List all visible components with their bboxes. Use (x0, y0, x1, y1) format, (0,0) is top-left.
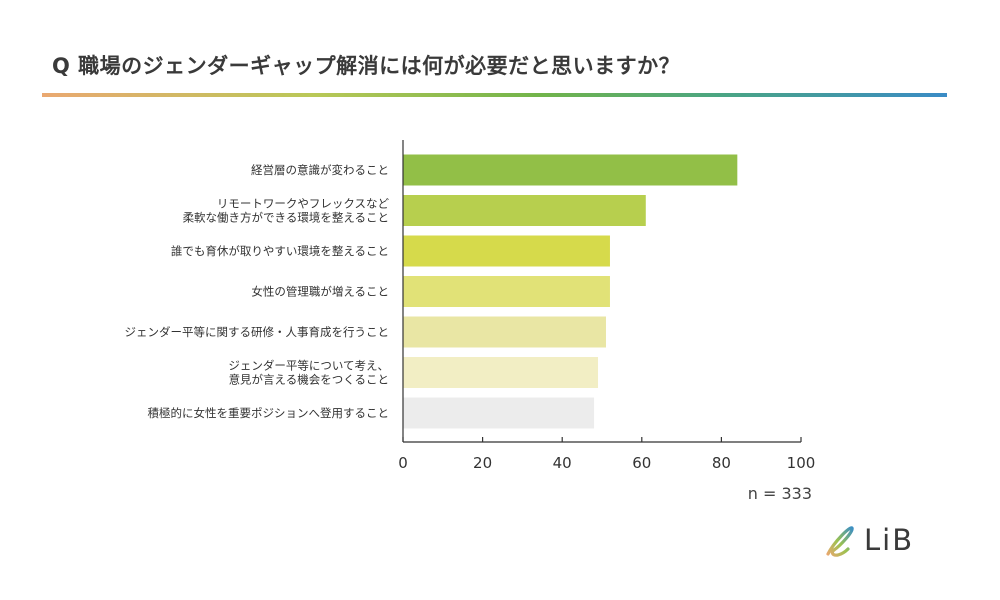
logo-wordmark: LiB (864, 523, 915, 557)
category-label: 意見が言える機会をつくること (229, 373, 389, 387)
category-label: 経営層の意識が変わること (251, 163, 389, 177)
bar-3 (403, 235, 610, 267)
category-label: 柔軟な働き方ができる環境を整えること (183, 211, 389, 225)
script-l-leaf-icon (826, 526, 854, 557)
bar-5 (403, 316, 606, 348)
category-label: 誰でも育休が取りやすい環境を整えること (171, 244, 389, 258)
x-tick-label: 0 (398, 454, 408, 472)
category-labels: 経営層の意識が変わることリモートワークやフレックスなど柔軟な働き方ができる環境を… (125, 163, 390, 420)
category-label: ジェンダー平等に関する研修・人事育成を行うこと (125, 325, 390, 339)
brand-logo: LiB (820, 520, 914, 560)
category-label: リモートワークやフレックスなど (217, 197, 390, 211)
bar-6 (403, 357, 599, 388)
category-label: 女性の管理職が増えること (251, 285, 389, 299)
x-tick-label: 40 (553, 454, 572, 472)
x-tick-label: 80 (712, 454, 731, 472)
category-label: 積極的に女性を重要ポジションへ登用すること (148, 406, 390, 420)
bar-1 (403, 154, 738, 186)
bars-group (403, 154, 738, 429)
category-label: ジェンダー平等について考え、 (228, 359, 389, 373)
bar-4 (403, 276, 610, 307)
sample-size-note: n = 333 (747, 484, 812, 503)
x-tick-label: 60 (632, 454, 651, 472)
x-tick-label: 100 (787, 454, 816, 472)
page-title: Q 職場のジェンダーギャップ解消には何が必要だと思いますか？ (52, 54, 681, 78)
title-divider (42, 93, 947, 97)
bar-2 (403, 195, 646, 226)
x-tick-label: 20 (473, 454, 492, 472)
x-axis: 0 20 40 60 80 100 (398, 140, 815, 472)
bar-7 (403, 397, 595, 429)
